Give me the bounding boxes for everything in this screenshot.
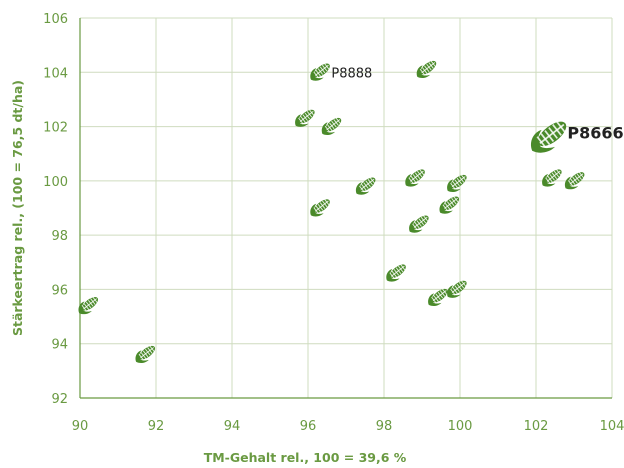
corn-cob-icon — [428, 288, 448, 307]
y-tick-label: 94 — [51, 338, 68, 353]
x-tick-label: 100 — [448, 419, 473, 434]
y-tick-label: 96 — [51, 283, 68, 298]
y-tick-label: 98 — [51, 229, 68, 244]
x-tick-label: 102 — [524, 419, 549, 434]
corn-cob-icon — [564, 171, 585, 190]
y-axis-title: Stärkeertrag rel., (100 = 76,5 dt/ha) — [10, 80, 25, 336]
corn-cob-icon — [530, 120, 567, 153]
x-tick-label: 98 — [376, 419, 393, 434]
corn-cob-icon — [135, 345, 156, 364]
tick-labels: 90 92 94 96 98 100 102 104 92 94 96 98 100 102 104 106 — [43, 12, 624, 434]
y-tick-label: 100 — [43, 175, 68, 190]
corn-cob-icon — [542, 169, 562, 187]
point-labels: P8888 P8666 — [331, 66, 623, 142]
axes — [79, 18, 612, 399]
corn-cob-icon — [409, 215, 429, 233]
point-label: P8888 — [331, 66, 372, 81]
x-tick-label: 94 — [224, 419, 241, 434]
y-tick-label: 104 — [43, 66, 68, 81]
corn-cob-icon — [405, 169, 425, 187]
data-points — [78, 60, 585, 364]
corn-cob-icon — [295, 109, 315, 127]
x-tick-label: 96 — [300, 419, 317, 434]
x-tick-label: 90 — [72, 419, 89, 434]
y-tick-label: 92 — [51, 392, 68, 407]
corn-cob-icon — [447, 174, 467, 193]
corn-cob-icon — [321, 117, 342, 136]
corn-cob-icon — [78, 296, 99, 315]
grid-lines — [80, 17, 613, 398]
corn-cob-icon — [310, 198, 330, 217]
y-tick-label: 106 — [43, 12, 68, 27]
x-tick-label: 92 — [148, 419, 165, 434]
x-tick-label: 104 — [600, 419, 624, 434]
corn-cob-icon — [355, 177, 376, 195]
corn-cob-icon — [416, 60, 437, 79]
corn-cob-icon — [310, 63, 330, 81]
x-axis-title: TM-Gehalt rel., 100 = 39,6 % — [204, 450, 407, 465]
y-tick-label: 102 — [43, 121, 68, 136]
corn-cob-icon — [439, 196, 460, 214]
corn-cob-icon — [386, 264, 406, 282]
point-label: P8666 — [567, 123, 623, 142]
corn-cob-icon — [447, 280, 467, 298]
